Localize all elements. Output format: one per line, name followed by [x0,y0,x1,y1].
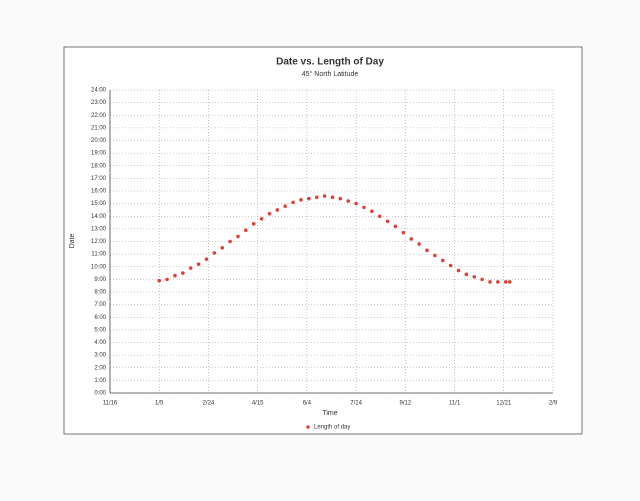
y-tick-label: 0:00 [94,391,106,397]
point [196,262,201,267]
legend-marker [306,425,310,429]
point [220,246,225,250]
point [393,224,398,229]
point [464,272,469,277]
point [212,251,217,255]
point [503,280,508,284]
y-tick-label: 12:00 [91,239,107,245]
y-tick-label: 11:00 [91,252,106,258]
point [488,280,492,284]
x-tick-label: 2/9 [549,401,558,407]
point [370,209,374,213]
point [283,204,288,208]
y-tick-label: 24:00 [91,88,107,94]
x-tick-label: 7/24 [350,401,362,407]
y-tick-label: 4:00 [94,340,106,346]
point [338,196,343,201]
point [496,280,500,284]
x-axis-label: Time [322,410,337,417]
point [157,278,162,283]
x-tick-label: 12/21 [496,401,512,407]
point [228,239,232,244]
y-axis-label: Date [69,234,76,249]
chart-subtitle: 45° North Latitude [302,70,359,78]
y-tick-label: 8:00 [94,290,106,296]
point [291,200,295,205]
point [314,195,319,200]
x-tick-label: 9/12 [399,401,411,407]
point [251,222,256,226]
point [181,271,185,275]
chart-title: Date vs. Length of Day [276,57,384,68]
y-tick-label: 18:00 [91,163,107,169]
point [275,208,280,212]
y-tick-label: 13:00 [91,226,107,232]
y-tick-label: 16:00 [91,189,107,195]
x-tick-label: 11/16 [103,401,118,407]
point [322,194,327,198]
chart-frame [63,46,583,435]
point [472,275,477,279]
y-tick-label: 19:00 [91,151,107,157]
y-tick-label: 20:00 [91,138,107,144]
point [377,214,382,219]
y-tick-label: 14:00 [91,214,107,220]
point [236,234,240,239]
point [165,277,169,282]
y-tick-label: 2:00 [94,365,106,371]
x-tick-label: 1/5 [155,401,164,407]
y-tick-label: 1:00 [94,378,106,384]
point [244,228,248,232]
point [507,280,512,284]
point [425,248,429,253]
y-tick-label: 3:00 [94,353,106,359]
point [417,242,421,246]
point [173,273,177,278]
x-tick-label: 4/15 [252,401,264,407]
point [188,266,193,270]
point [440,258,445,263]
y-tick-label: 23:00 [91,100,107,106]
x-tick-label: 2/24 [203,401,215,407]
point [456,268,461,273]
point [307,196,311,201]
y-tick-label: 10:00 [91,264,107,270]
point [267,211,272,216]
point [354,201,358,206]
point [362,205,366,210]
y-tick-label: 9:00 [94,277,106,283]
point [480,277,484,282]
point [433,253,437,258]
point [401,230,406,235]
y-tick-label: 7:00 [94,302,106,308]
y-tick-label: 6:00 [94,315,106,321]
y-tick-label: 15:00 [91,201,107,207]
x-tick-label: 6/4 [303,401,312,407]
y-tick-label: 22:00 [91,113,107,119]
y-tick-label: 17:00 [91,176,107,182]
point [299,198,303,202]
point [448,263,453,268]
x-tick-label: 11/1 [449,401,461,407]
point [259,216,264,221]
y-tick-label: 21:00 [91,125,107,131]
point [385,219,390,224]
y-tick-label: 5:00 [94,327,106,333]
point [330,195,335,200]
legend-label: Length of day [314,425,350,431]
point [409,237,414,241]
point [204,257,209,261]
point [346,199,351,203]
